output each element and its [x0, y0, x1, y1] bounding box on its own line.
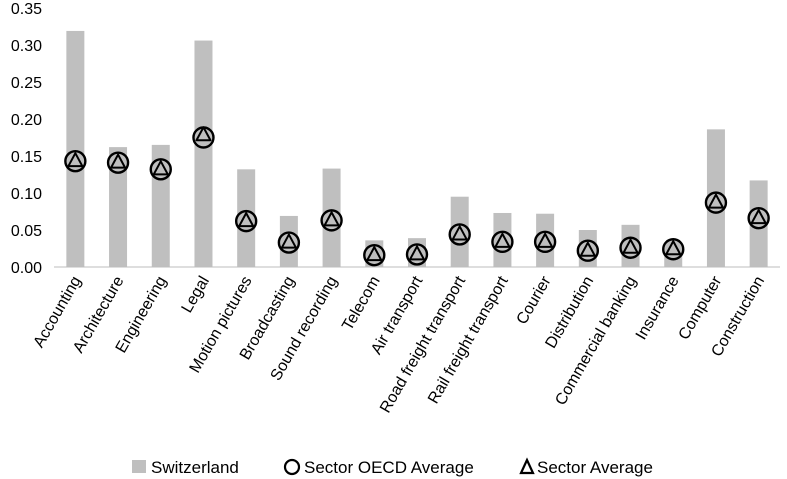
y-tick-label: 0.35	[11, 1, 42, 18]
bar-accounting	[66, 30, 85, 267]
marker-triangle-sound-recording	[323, 211, 340, 227]
marker-triangle-air-transport	[409, 245, 425, 261]
marker-triangle-commercial-banking	[622, 238, 639, 254]
x-category-label-computer: Computer	[676, 273, 726, 343]
x-category-label-rail-freight-transport: Rail freight transport	[425, 273, 512, 407]
legend-symbol-triangle-icon	[519, 457, 535, 475]
marker-triangle-insurance	[665, 240, 682, 256]
marker-circle-legal	[192, 126, 215, 149]
x-category-label-insurance: Insurance	[633, 273, 683, 342]
y-tick-label: 0.20	[11, 112, 42, 129]
y-tick-label: 0.25	[11, 75, 42, 92]
marker-triangle-computer	[707, 193, 724, 209]
legend: Switzerland Sector OECD Average Sector A…	[132, 457, 653, 477]
bar-series	[66, 30, 768, 268]
legend-label-sector-oecd-average: Sector OECD Average	[304, 458, 474, 477]
marker-triangle-telecom	[366, 246, 383, 262]
x-category-label-courier: Courier	[514, 273, 555, 328]
marker-triangle-legal	[195, 126, 212, 142]
marker-triangle-rail-freight-transport	[494, 232, 511, 248]
legend-symbol-circle-icon	[283, 458, 301, 476]
marker-triangle-architecture	[110, 153, 127, 169]
y-tick-label: 0.05	[11, 223, 42, 240]
y-tick-label: 0.30	[11, 38, 42, 55]
legend-label-sector-average: Sector Average	[537, 458, 653, 477]
y-tick-label: 0.10	[11, 186, 42, 203]
marker-triangle-broadcasting	[280, 233, 297, 249]
marker-triangle-motion-pictures	[238, 212, 255, 228]
y-tick-label: 0.15	[11, 149, 42, 166]
x-category-label-telecom: Telecom	[339, 274, 384, 334]
marker-triangle-engineering	[152, 160, 169, 176]
marker-triangle-courier	[537, 232, 554, 248]
bar-architecture	[109, 147, 128, 267]
y-tick-label: 0.00	[11, 260, 42, 277]
marker-triangle-distribution	[579, 241, 596, 257]
marker-triangle-accounting	[67, 152, 84, 168]
marker-triangle-road-freight-transport	[451, 225, 468, 241]
y-axis: 0.00 0.05 0.10 0.15 0.20 0.25 0.30 0.35	[11, 1, 42, 277]
marker-triangle-construction	[750, 209, 767, 225]
legend-label-switzerland: Switzerland	[151, 458, 239, 477]
bar-legal	[194, 40, 213, 268]
x-category-label-legal: Legal	[179, 274, 213, 316]
marker-series	[64, 126, 770, 267]
legend-swatch-switzerland	[132, 460, 146, 473]
x-category-label-commercial-banking: Commercial banking	[552, 274, 640, 409]
